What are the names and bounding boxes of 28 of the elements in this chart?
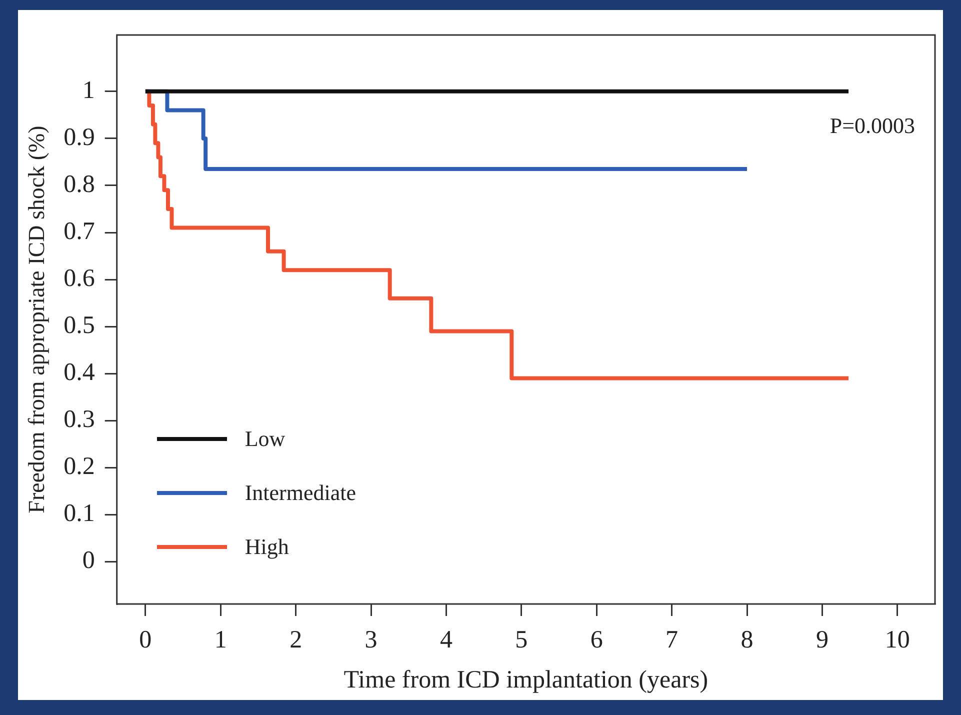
x-tick-label: 0 — [139, 626, 152, 654]
y-tick-label: 0.1 — [64, 500, 95, 528]
x-tick-label: 3 — [364, 626, 378, 654]
x-tick-label: 7 — [666, 626, 678, 654]
y-tick-label: 0.2 — [64, 453, 95, 480]
x-tick-label: 1 — [214, 626, 227, 654]
y-tick-label: 0.5 — [64, 312, 95, 340]
y-tick-label: 0.3 — [64, 406, 95, 434]
y-tick-label: 0.4 — [64, 359, 96, 386]
y-tick-label: 0.7 — [64, 218, 95, 246]
x-tick-label: 9 — [816, 626, 828, 654]
x-tick-label: 5 — [515, 626, 528, 654]
legend-label: High — [244, 533, 289, 561]
legend-label: Low — [244, 425, 286, 453]
y-tick-label: 0 — [82, 547, 95, 574]
annotation: P=0.0003 — [830, 112, 915, 138]
y-tick-label: 0.9 — [64, 124, 95, 152]
y-axis-title: Freedom from appropriate ICD shock (%) — [24, 126, 49, 514]
y-tick-label: 0.6 — [64, 265, 95, 292]
x-axis-title: Time from ICD implantation (years) — [344, 666, 708, 694]
x-tick-label: 2 — [290, 626, 302, 654]
y-tick-label: 0.8 — [64, 171, 95, 198]
x-tick-label: 8 — [740, 626, 754, 654]
x-tick-label: 10 — [884, 626, 910, 654]
y-tick-label: 1 — [82, 76, 95, 104]
x-tick-label: 6 — [590, 626, 603, 654]
x-tick-label: 4 — [440, 626, 453, 654]
legend-label: Intermediate — [244, 479, 356, 507]
